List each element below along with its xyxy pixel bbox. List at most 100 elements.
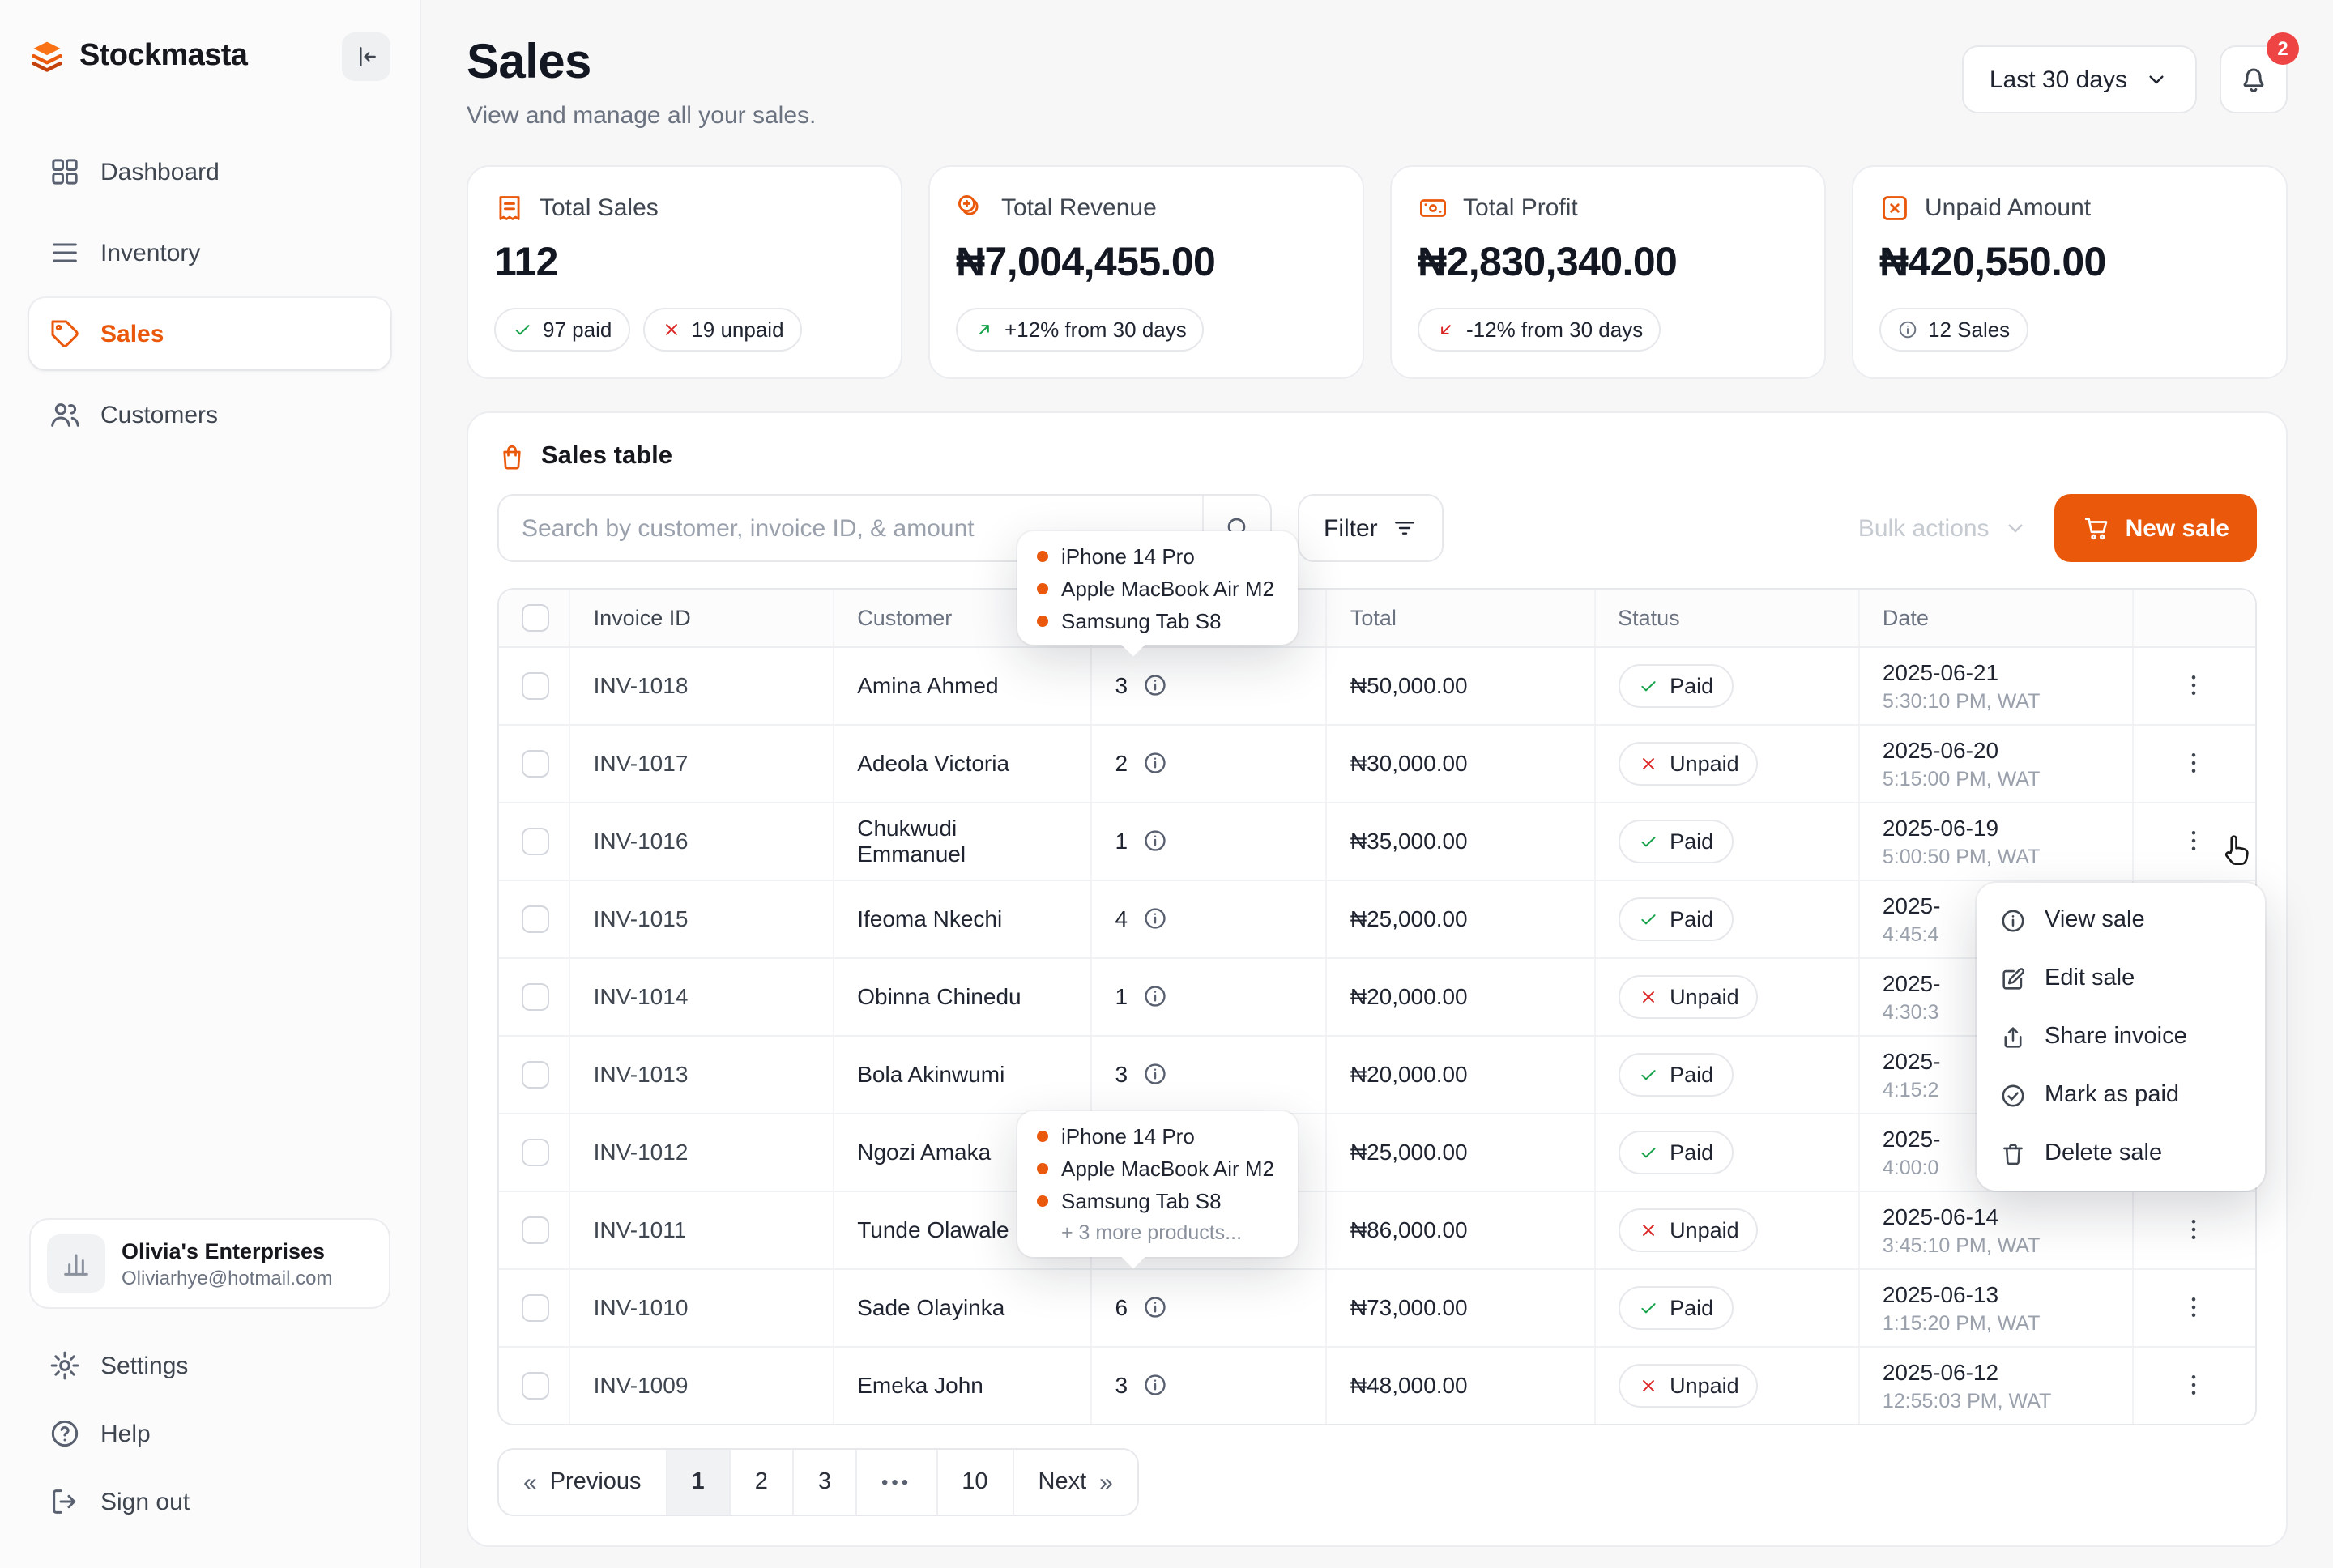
mark-paid-menuitem[interactable]: Mark as paid (1977, 1066, 2265, 1124)
profit-banknote-icon (1418, 193, 1448, 224)
row-checkbox[interactable] (522, 1293, 549, 1322)
customers-icon (49, 398, 81, 431)
row-checkbox[interactable] (522, 1372, 549, 1400)
products-info-icon[interactable] (1142, 905, 1168, 931)
sale-time: 5:30:10 PM, WAT (1882, 689, 2041, 712)
prev-page-button[interactable]: «Previous (499, 1450, 667, 1515)
sale-time: 5:15:00 PM, WAT (1882, 767, 2041, 790)
sidebar-item-dashboard[interactable]: Dashboard (29, 136, 390, 207)
invoice-id: INV-1013 (593, 1061, 689, 1087)
stat-value: ₦420,550.00 (1879, 240, 2106, 285)
products-info-icon[interactable] (1142, 1294, 1168, 1320)
row-checkbox[interactable] (522, 749, 549, 778)
row-checkbox[interactable] (522, 1060, 549, 1089)
status-badge: Unpaid (1618, 1208, 1759, 1251)
select-all-checkbox[interactable] (522, 603, 549, 632)
products-info-icon[interactable] (1142, 1061, 1168, 1087)
arrow-up-right-icon (974, 319, 995, 340)
table-row[interactable]: INV-1016 Chukwudi Emmanuel 1 ₦35,000.00 … (499, 802, 2255, 880)
products-count: 4 (1115, 905, 1128, 931)
sale-time: 5:00:50 PM, WAT (1882, 845, 2041, 867)
view-sale-menuitem[interactable]: View sale (1977, 891, 2265, 949)
row-checkbox[interactable] (522, 982, 549, 1011)
edit-sale-menuitem[interactable]: Edit sale (1977, 949, 2265, 1008)
sidebar-collapse-button[interactable] (342, 32, 390, 81)
filter-button[interactable]: Filter (1298, 494, 1444, 562)
row-actions-button[interactable] (2173, 1365, 2216, 1407)
table-row[interactable]: INV-1017 Adeola Victoria 2 ₦30,000.00 Un… (499, 724, 2255, 803)
products-info-icon[interactable] (1142, 672, 1168, 698)
bulk-actions-button[interactable]: Bulk actions (1858, 514, 2028, 542)
check-icon (1637, 1063, 1658, 1084)
row-actions-button[interactable] (2173, 664, 2216, 706)
stat-label: Total Profit (1463, 194, 1578, 222)
cart-icon (2082, 513, 2111, 543)
new-sale-button[interactable]: New sale (2054, 494, 2257, 562)
sidebar-item-signout[interactable]: Sign out (29, 1468, 390, 1536)
products-count: 3 (1115, 1061, 1128, 1087)
table-row[interactable]: INV-1009 Emeka John 3 ₦48,000.00 Unpaid … (499, 1346, 2255, 1424)
check-circle-icon (1999, 1081, 2027, 1109)
products-count: 6 (1115, 1294, 1128, 1320)
sidebar-item-settings[interactable]: Settings (29, 1332, 390, 1400)
chevrons-right-icon: » (1099, 1468, 1113, 1496)
x-icon (1637, 986, 1658, 1007)
sale-time: 4:15:2 (1882, 1078, 1939, 1101)
date-range-selector[interactable]: Last 30 days (1961, 45, 2197, 113)
products-count: 3 (1115, 672, 1128, 698)
footer-label: Settings (100, 1352, 189, 1379)
signout-icon (49, 1485, 81, 1518)
products-info-icon[interactable] (1142, 828, 1168, 854)
bullet-dot-icon (1037, 550, 1048, 561)
stat-card-unpaid-amount: Unpaid Amount ₦420,550.00 12 Sales (1852, 165, 2288, 379)
page-1-button[interactable]: 1 (667, 1450, 731, 1515)
products-info-icon[interactable] (1142, 1373, 1168, 1399)
row-actions-button[interactable] (2173, 1208, 2216, 1251)
row-checkbox[interactable] (522, 671, 549, 700)
notifications-button[interactable]: 2 (2220, 32, 2299, 113)
sidebar-item-help[interactable]: Help (29, 1400, 390, 1468)
footer-label: Help (100, 1420, 151, 1447)
stat-card-total-profit: Total Profit ₦2,830,340.00 -12% from 30 … (1390, 165, 1826, 379)
page-2-button[interactable]: 2 (730, 1450, 794, 1515)
row-checkbox[interactable] (522, 1216, 549, 1244)
share-invoice-menuitem[interactable]: Share invoice (1977, 1008, 2265, 1066)
column-header-invoice: Invoice ID (569, 590, 835, 647)
products-info-icon[interactable] (1142, 750, 1168, 776)
table-row[interactable]: INV-1011 Tunde Olawale ₦86,000.00 Unpaid… (499, 1191, 2255, 1269)
user-card[interactable]: Olivia's Enterprises Oliviarhye@hotmail.… (29, 1218, 390, 1309)
check-icon (1637, 830, 1658, 851)
sale-time: 12:55:03 PM, WAT (1882, 1389, 2052, 1412)
delete-sale-menuitem[interactable]: Delete sale (1977, 1124, 2265, 1182)
row-checkbox[interactable] (522, 905, 549, 933)
stat-label: Unpaid Amount (1925, 194, 2092, 222)
bag-icon (497, 442, 527, 471)
sale-time: 4:00:0 (1882, 1156, 1939, 1178)
next-page-button[interactable]: Next» (1013, 1450, 1137, 1515)
row-actions-button[interactable] (2173, 1286, 2216, 1328)
inventory-icon (49, 236, 81, 269)
table-row[interactable]: INV-1010 Sade Olayinka 6 ₦73,000.00 Paid… (499, 1268, 2255, 1347)
row-checkbox[interactable] (522, 827, 549, 855)
sale-total: ₦35,000.00 (1350, 828, 1468, 854)
page-10-button[interactable]: 10 (937, 1450, 1014, 1515)
bell-icon (2237, 63, 2270, 96)
sale-date: 2025- (1882, 892, 1941, 918)
products-info-icon[interactable] (1142, 983, 1168, 1009)
row-actions-button[interactable] (2173, 820, 2216, 862)
stat-value: ₦2,830,340.00 (1418, 240, 1678, 285)
sale-time: 1:15:20 PM, WAT (1882, 1311, 2041, 1334)
table-row[interactable]: INV-1018 Amina Ahmed 3 ₦50,000.00 Paid 2… (499, 646, 2255, 725)
sidebar-item-customers[interactable]: Customers (29, 379, 390, 450)
stat-label: Total Sales (540, 194, 659, 222)
row-checkbox[interactable] (522, 1138, 549, 1166)
page-3-button[interactable]: 3 (793, 1450, 857, 1515)
page-header: Sales View and manage all your sales. La… (467, 32, 2299, 130)
sidebar-item-inventory[interactable]: Inventory (29, 217, 390, 288)
stat-value: 112 (494, 240, 558, 285)
row-actions-button[interactable] (2173, 742, 2216, 784)
sidebar-item-sales[interactable]: Sales (29, 298, 390, 369)
tooltip-product-item: Apple MacBook Air M2 (1037, 572, 1274, 604)
sidebar-nav: Dashboard Inventory Sales Customers (29, 136, 390, 450)
bullet-dot-icon (1037, 615, 1048, 626)
